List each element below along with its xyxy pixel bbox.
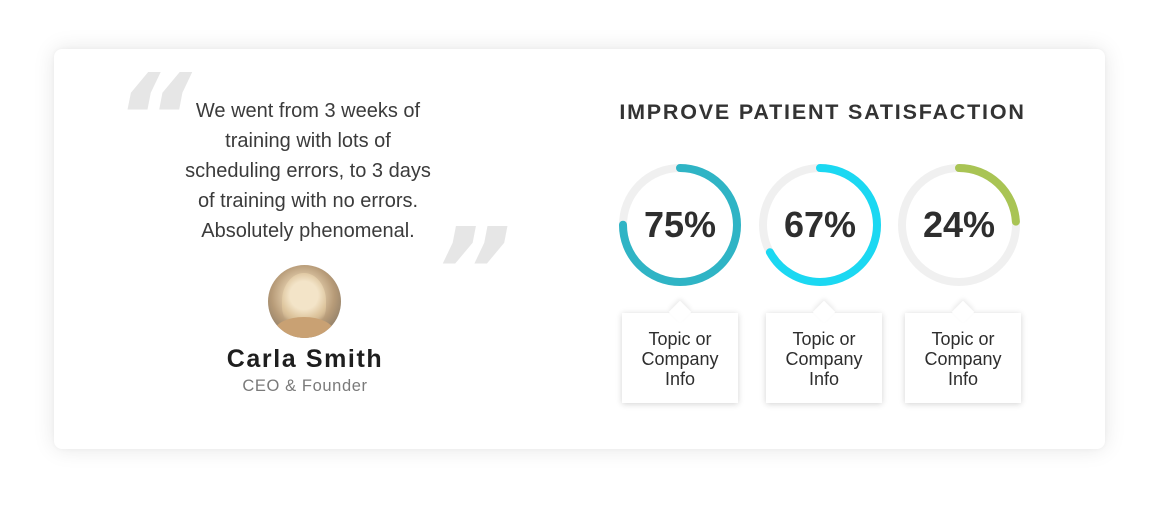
quote-line: Absolutely phenomenal. xyxy=(201,220,415,242)
gauge-ring xyxy=(759,164,881,286)
author-title: CEO & Founder xyxy=(242,377,368,395)
info-text: Topic or Company Info xyxy=(766,313,882,389)
gauge-value: 75% xyxy=(643,204,717,245)
info-line: Topic or xyxy=(931,329,995,349)
close-quote-icon: ” xyxy=(434,204,512,343)
open-quote-icon: “ xyxy=(114,50,192,189)
info-line: Topic or xyxy=(792,329,856,349)
info-box: Topic or Company Info xyxy=(766,313,882,403)
info-line: Company xyxy=(785,349,863,369)
gauge-value: 67% xyxy=(783,204,857,245)
info-box: Topic or Company Info xyxy=(905,313,1021,403)
info-line: Info xyxy=(947,369,979,389)
gauge-75: 75% xyxy=(617,162,743,288)
author-name: Carla Smith xyxy=(226,345,384,373)
stats-heading: IMPROVE PATIENT SATISFACTION xyxy=(619,100,1026,124)
gauge-arc xyxy=(898,164,1020,286)
quote-line: We went from 3 weeks of xyxy=(195,100,421,122)
info-text: Topic or Company Info xyxy=(622,313,738,389)
gauge-ring xyxy=(619,164,741,286)
gauge-67: 67% xyxy=(757,162,883,288)
info-text: Topic or Company Info xyxy=(905,313,1021,389)
info-line: Info xyxy=(664,369,696,389)
author-avatar xyxy=(268,265,341,338)
info-line: Topic or xyxy=(648,329,712,349)
quote-line: of training with no errors. xyxy=(197,190,419,212)
quote-line: training with lots of xyxy=(225,130,391,152)
info-line: Info xyxy=(808,369,840,389)
info-line: Company xyxy=(641,349,719,369)
avatar-body xyxy=(274,317,334,338)
info-box: Topic or Company Info xyxy=(622,313,738,403)
gauge-24: 24% xyxy=(896,162,1022,288)
testimonial-quote: We went from 3 weeks of training with lo… xyxy=(158,96,458,246)
gauge-ring xyxy=(898,164,1020,286)
gauge-arc xyxy=(619,164,741,286)
gauge-value: 24% xyxy=(922,204,996,245)
info-line: Company xyxy=(924,349,1002,369)
gauge-arc xyxy=(759,164,881,286)
quote-line: scheduling errors, to 3 days xyxy=(185,160,431,182)
